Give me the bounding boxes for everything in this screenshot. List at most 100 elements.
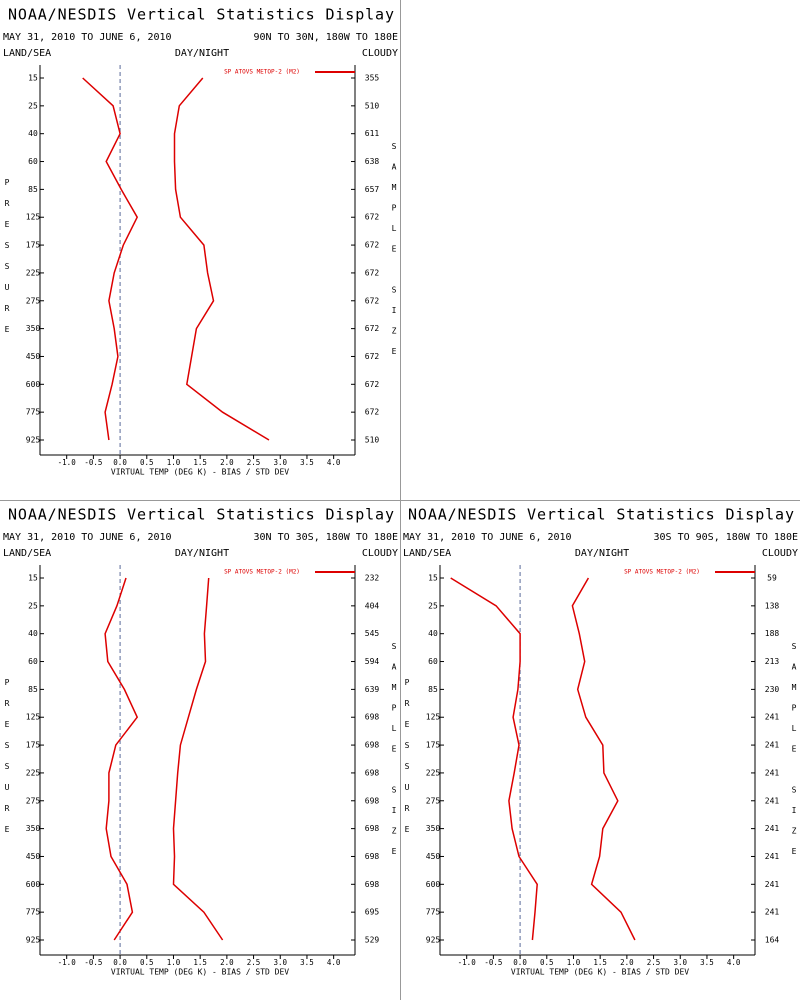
sample-size: 657	[365, 185, 380, 194]
land-sea-label: LAND/SEA	[403, 548, 451, 559]
x-tick-label: 1.5	[593, 958, 607, 967]
x-tick-label: 4.0	[327, 458, 341, 467]
sample-size: 241	[765, 880, 780, 889]
sample-size: 672	[365, 241, 380, 250]
pressure-label: 85	[428, 685, 438, 694]
pressure-label: 85	[28, 685, 38, 694]
legend-label: SP ATOVS METOP-2 (M2)	[224, 69, 300, 76]
x-tick-label: -0.5	[84, 458, 102, 467]
x-tick-label: -0.5	[84, 958, 102, 967]
pressure-label: 60	[28, 657, 38, 666]
pressure-label: 350	[26, 824, 41, 833]
sample-size: 404	[365, 601, 380, 610]
x-tick-label: 0.5	[140, 958, 154, 967]
pressure-label: 175	[426, 741, 441, 750]
legend-label: SP ATOVS METOP-2 (M2)	[224, 569, 300, 576]
x-tick-label: -1.0	[58, 458, 77, 467]
pressure-label: 275	[26, 796, 41, 805]
std-dev-line	[571, 577, 636, 941]
x-tick-label: 2.5	[647, 958, 661, 967]
sample-size: 672	[365, 408, 380, 417]
pressure-label: 450	[426, 852, 441, 861]
x-tick-label: -0.5	[484, 958, 502, 967]
sample-size: 698	[365, 880, 380, 889]
pressure-label: 125	[26, 713, 41, 722]
sample-size: 241	[765, 713, 780, 722]
pressure-label: 350	[26, 324, 41, 333]
pressure-label: 125	[426, 713, 441, 722]
pressure-label: 925	[426, 936, 441, 945]
x-tick-label: 0.5	[140, 458, 154, 467]
pressure-label: 15	[28, 574, 38, 583]
cloudy-label: CLOUDY	[762, 548, 798, 559]
land-sea-label: LAND/SEA	[3, 48, 51, 59]
sample-size: 698	[365, 768, 380, 777]
x-tick-label: 1.0	[567, 958, 581, 967]
cloudy-label: CLOUDY	[362, 548, 398, 559]
pressure-label: 85	[28, 185, 38, 194]
sample-size: 241	[765, 796, 780, 805]
sample-size: 672	[365, 268, 380, 277]
x-tick-label: 0.5	[540, 958, 554, 967]
sample-size: 594	[365, 657, 380, 666]
x-tick-label: 0.0	[513, 958, 527, 967]
pressure-label: 775	[26, 408, 41, 417]
x-tick-label: -1.0	[58, 958, 77, 967]
x-tick-label: 0.0	[113, 958, 127, 967]
panel-title: NOAA/NESDIS Vertical Statistics Display	[408, 506, 794, 524]
sample-size: 672	[365, 296, 380, 305]
pressure-label: 175	[26, 741, 41, 750]
sample-size: 695	[365, 908, 380, 917]
sample-size: 672	[365, 324, 380, 333]
pressure-label: 40	[28, 129, 38, 138]
x-tick-label: 2.0	[220, 958, 234, 967]
sample-size: 698	[365, 852, 380, 861]
x-tick-label: 2.5	[247, 458, 261, 467]
day-night-label: DAY/NIGHT	[175, 48, 229, 59]
sample-size: 611	[365, 129, 380, 138]
sample-size: 59	[767, 574, 777, 583]
sample-size: 698	[365, 741, 380, 750]
day-night-label: DAY/NIGHT	[575, 548, 629, 559]
date-range: MAY 31, 2010 TO JUNE 6, 2010	[3, 32, 172, 43]
sample-size: 529	[365, 936, 380, 945]
pressure-label: 275	[26, 296, 41, 305]
pressure-label: 60	[28, 157, 38, 166]
sample-size: 230	[765, 685, 780, 694]
pressure-label: 925	[26, 936, 41, 945]
pressure-label: 25	[28, 101, 38, 110]
panel: NOAA/NESDIS Vertical Statistics Display M…	[3, 506, 398, 977]
sample-size: 698	[365, 713, 380, 722]
region: 30S TO 90S, 180W TO 180E	[654, 532, 799, 543]
x-tick-label: 1.5	[193, 458, 207, 467]
bias-line	[82, 77, 139, 441]
sample-size: 213	[765, 657, 780, 666]
x-tick-label: 1.5	[193, 958, 207, 967]
pressure-label: 40	[28, 629, 38, 638]
sample-size: 241	[765, 908, 780, 917]
land-sea-label: LAND/SEA	[3, 548, 51, 559]
sample-size: 510	[365, 101, 380, 110]
pressure-label: 600	[426, 880, 441, 889]
sample-size: 355	[365, 74, 380, 83]
panel: NOAA/NESDIS Vertical Statistics Display M…	[3, 6, 398, 477]
sample-size: 672	[365, 352, 380, 361]
panel-title: NOAA/NESDIS Vertical Statistics Display	[8, 6, 394, 24]
x-tick-label: 0.0	[113, 458, 127, 467]
sample-size: 698	[365, 824, 380, 833]
pressure-label: 450	[26, 852, 41, 861]
pressure-label: 60	[428, 657, 438, 666]
sample-size: 241	[765, 852, 780, 861]
x-tick-label: 3.0	[273, 958, 287, 967]
pressure-label: 275	[426, 796, 441, 805]
x-tick-label: 2.0	[220, 458, 234, 467]
bias-line	[104, 577, 139, 941]
sample-size: 241	[765, 768, 780, 777]
cloudy-label: CLOUDY	[362, 48, 398, 59]
pressure-label: 925	[26, 436, 41, 445]
std-dev-line	[172, 577, 224, 941]
pressure-label: 25	[428, 601, 438, 610]
